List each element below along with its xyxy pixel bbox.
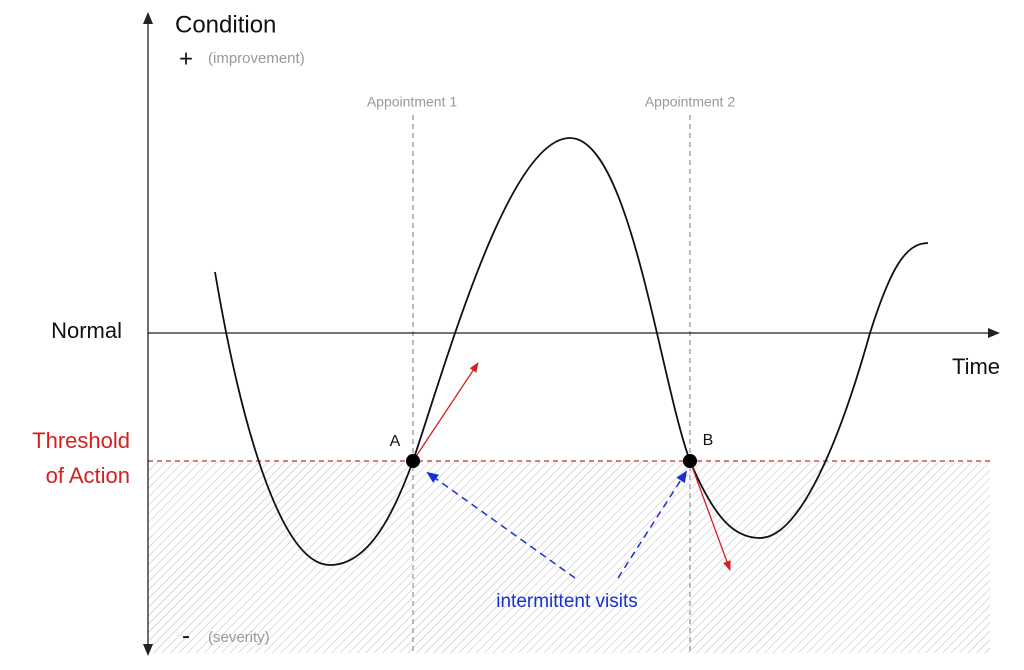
appointment-label: Appointment 1 <box>367 94 457 110</box>
bottom-sign: - <box>182 622 190 649</box>
threshold-label: of Action <box>46 463 130 488</box>
y-axis-label: Condition <box>175 11 276 38</box>
condition-curve <box>214 137 929 566</box>
trend-arrow <box>689 460 731 571</box>
x-axis-label: Time <box>952 354 1000 379</box>
bottom-note: (severity) <box>208 629 270 646</box>
top-note: (improvement) <box>208 50 305 67</box>
annotation: intermittent visits <box>496 591 637 612</box>
point-a <box>406 454 420 468</box>
trend-arrow <box>412 362 479 462</box>
point-label: B <box>703 432 714 449</box>
top-sign: + <box>179 45 193 72</box>
threshold-label: Threshold <box>32 428 130 453</box>
appointment-label: Appointment 2 <box>645 94 735 110</box>
normal-label: Normal <box>51 318 122 343</box>
visit-arrow <box>617 470 688 579</box>
severity-zone <box>148 461 990 653</box>
point-b <box>683 454 697 468</box>
point-label: A <box>390 433 401 450</box>
visit-arrow <box>426 471 576 579</box>
